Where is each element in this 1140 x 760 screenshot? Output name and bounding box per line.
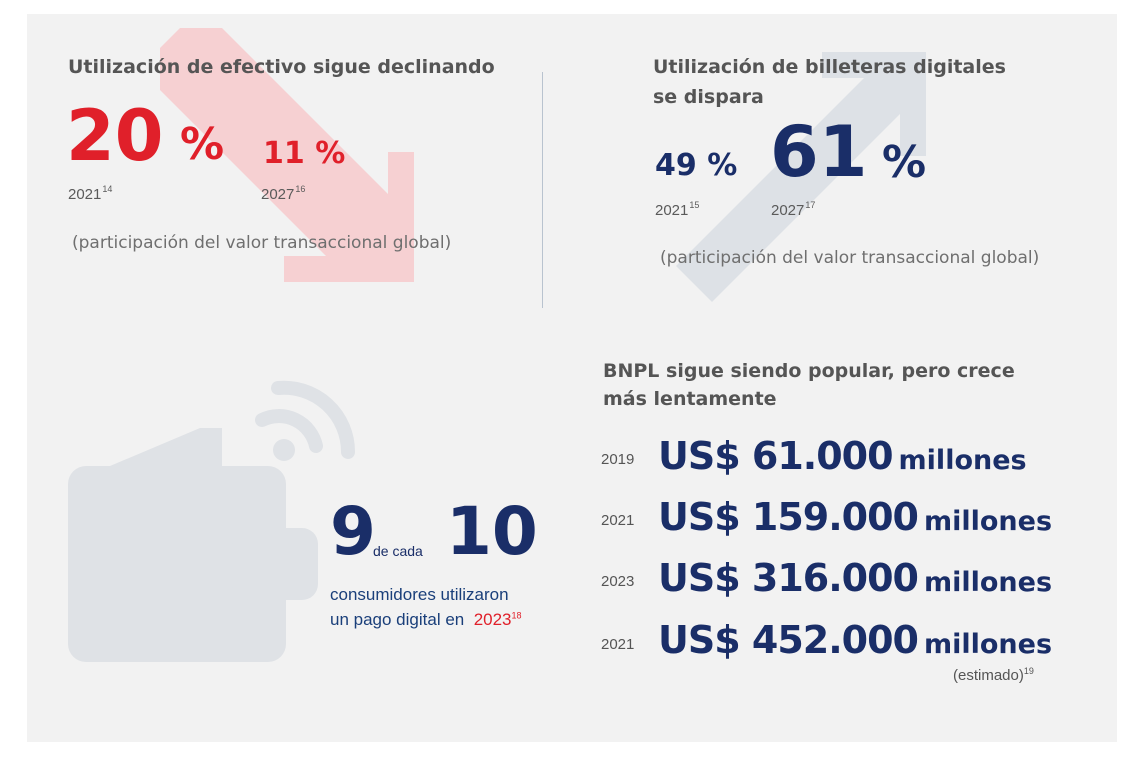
consumers-line2: un pago digital en 202318 — [330, 610, 522, 629]
cash-year-2027: 202716 — [261, 184, 306, 203]
wallets-note: (participación del valor transaccional g… — [660, 248, 1040, 268]
cash-year-2021: 202114 — [68, 184, 113, 203]
cash-value-2027: 11 % — [263, 136, 346, 171]
wallet-icon — [68, 380, 356, 662]
bnpl-amount-row: US$ 452.000 millones — [658, 618, 1053, 662]
bnpl-estimate-note: (estimado)19 — [953, 666, 1034, 684]
wallets-title-line1: Utilización de billeteras digitales — [653, 56, 1006, 78]
bnpl-title-line2: más lentamente — [603, 388, 777, 410]
wallets-year-2027: 202717 — [771, 200, 816, 219]
bnpl-amount-row: US$ 61.000 millones — [658, 434, 1027, 478]
bnpl-amount-row: US$ 159.000 millones — [658, 495, 1053, 539]
consumers-line1: consumidores utilizaron — [330, 585, 509, 604]
wallets-value-2027: 61 — [770, 111, 868, 193]
consumers-of-label: de cada — [373, 543, 423, 559]
bnpl-year: 2019 — [601, 451, 635, 468]
wallets-value-2027-percent: % — [882, 137, 927, 188]
consumers-denominator: 10 — [446, 493, 538, 570]
wallets-title-line2: se dispara — [653, 86, 764, 108]
bnpl-year: 2021 — [601, 512, 635, 529]
cash-note: (participación del valor transaccional g… — [72, 233, 452, 253]
bnpl-amount-row: US$ 316.000 millones — [658, 556, 1053, 600]
up-arrow-icon — [676, 52, 926, 302]
cash-title: Utilización de efectivo sigue declinando — [68, 56, 495, 78]
wallets-value-2021: 49 % — [655, 148, 738, 183]
wallets-year-2021: 202115 — [655, 200, 700, 219]
consumers-year: 2023 — [473, 610, 512, 629]
section-divider — [542, 72, 543, 308]
bnpl-year: 2023 — [601, 573, 635, 590]
cash-value-2021: 20 — [66, 95, 164, 177]
cash-value-2021-percent: % — [180, 119, 225, 170]
consumers-numerator: 9 — [330, 493, 376, 570]
down-arrow-icon — [160, 28, 414, 282]
bnpl-year: 2021 — [601, 636, 635, 653]
bnpl-title-line1: BNPL sigue siendo popular, pero crece — [603, 360, 1015, 382]
